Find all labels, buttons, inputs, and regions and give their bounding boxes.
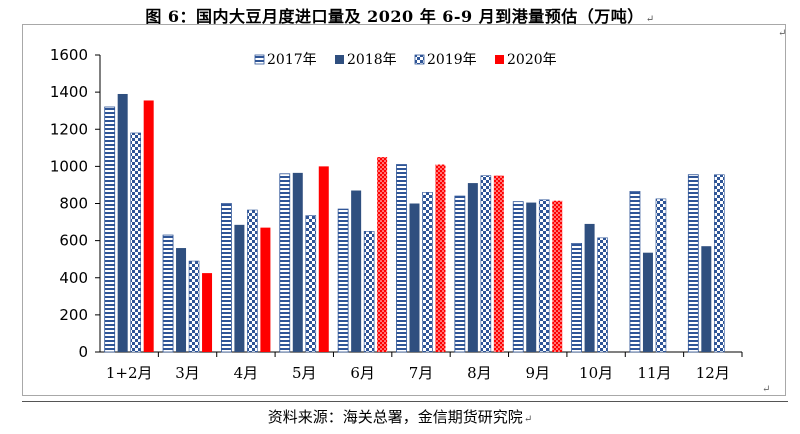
chart-title: 图 6：国内大豆月度进口量及 2020 年 6-9 月到港量预估（万吨） ↵ [0, 3, 800, 27]
bar-2017-1 [162, 234, 174, 353]
paragraph-mark-icon-2: ↵ [762, 384, 771, 395]
bar-2018-5 [409, 203, 420, 352]
legend-label-2018: 2018年 [347, 52, 397, 68]
source-note: 资料来源：海关总署，金信期货研究院↵ [0, 406, 800, 427]
bar-2017-7 [512, 201, 524, 353]
x-tick-label: 11月 [637, 364, 671, 382]
y-tick-label: 0 [78, 343, 88, 361]
y-tick-label: 1400 [50, 83, 88, 101]
bar-2018-3 [292, 172, 303, 352]
bar-2019-1 [188, 260, 200, 353]
bar-2020-0 [143, 100, 154, 353]
bar-2020-4 [377, 157, 388, 352]
y-tick-label: 1200 [50, 120, 88, 138]
bar-2020-1 [202, 273, 213, 352]
legend-label-2020: 2020年 [507, 52, 557, 68]
x-tick-label: 12月 [696, 364, 730, 382]
bar-2017-8 [571, 243, 582, 353]
legend-swatch-2018 [335, 55, 344, 64]
return-mark-icon: ↵ [645, 14, 655, 25]
bar-2017-10 [687, 174, 699, 353]
bar-2019-2 [247, 209, 258, 353]
bar-2019-7 [538, 199, 550, 353]
bar-2017-2 [221, 203, 232, 353]
x-tick-label: 4月 [234, 364, 259, 382]
bar-2019-9 [655, 198, 667, 353]
bar-2019-4 [363, 231, 375, 353]
bar-2017-4 [337, 208, 349, 353]
x-tick-label: 10月 [579, 364, 613, 382]
bar-2017-9 [629, 191, 641, 353]
bar-2019-10 [714, 174, 725, 353]
legend-swatch-2019 [414, 54, 425, 65]
bar-2017-3 [279, 173, 291, 353]
paragraph-mark-icon: ↵ [778, 28, 787, 39]
bar-2017-5 [396, 164, 407, 353]
legend: 2017年 2018年 2019年 2020年 [254, 52, 557, 68]
source-text: 资料来源：海关总署，金信期货研究院 [267, 408, 523, 426]
bar-2017-0 [104, 106, 116, 353]
bar-2018-7 [526, 202, 537, 352]
y-tick-label: 200 [59, 306, 88, 324]
x-tick-label: 1+2月 [106, 364, 153, 382]
legend-label-2019: 2019年 [427, 52, 477, 68]
bar-2019-8 [597, 237, 608, 353]
legend-swatch-2020 [495, 55, 504, 64]
x-tick-label: 6月 [350, 364, 375, 382]
bar-2020-6 [493, 175, 504, 352]
legend-label-2017: 2017年 [267, 52, 317, 68]
x-tick-label: 9月 [525, 364, 550, 382]
bar-2018-8 [584, 223, 595, 352]
bar-2020-7 [552, 200, 563, 352]
bar-2018-4 [351, 190, 362, 352]
divider-line [22, 401, 788, 402]
bar-2019-0 [130, 132, 141, 353]
bar-2020-5 [435, 164, 446, 352]
x-tick-label: 7月 [409, 364, 434, 382]
bar-2019-5 [422, 192, 433, 353]
return-mark-icon-2: ↵ [523, 414, 533, 425]
y-tick-label: 1600 [50, 46, 88, 64]
bars [104, 93, 725, 353]
bar-2018-2 [234, 224, 245, 352]
bar-2018-9 [642, 252, 653, 352]
bar-2020-2 [260, 227, 271, 352]
bar-2018-1 [176, 248, 187, 352]
bar-2018-6 [467, 183, 478, 352]
y-tick-label: 800 [59, 195, 88, 213]
bar-2018-10 [701, 246, 712, 352]
bar-2018-0 [117, 93, 128, 352]
y-tick-label: 1000 [50, 157, 88, 175]
y-tick-label: 400 [59, 269, 88, 287]
x-tick-label: 5月 [292, 364, 317, 382]
legend-swatch-2017 [254, 54, 265, 65]
bar-2017-6 [454, 195, 466, 353]
chart-title-text: 图 6：国内大豆月度进口量及 2020 年 6-9 月到港量预估（万吨） [145, 7, 644, 26]
x-tick-label: 8月 [467, 364, 492, 382]
x-tick-label: 3月 [175, 364, 200, 382]
chart-frame [22, 24, 786, 396]
y-tick-label: 600 [59, 232, 88, 250]
bar-2020-3 [318, 166, 329, 352]
bar-2019-6 [480, 175, 492, 353]
bar-2019-3 [305, 215, 317, 353]
